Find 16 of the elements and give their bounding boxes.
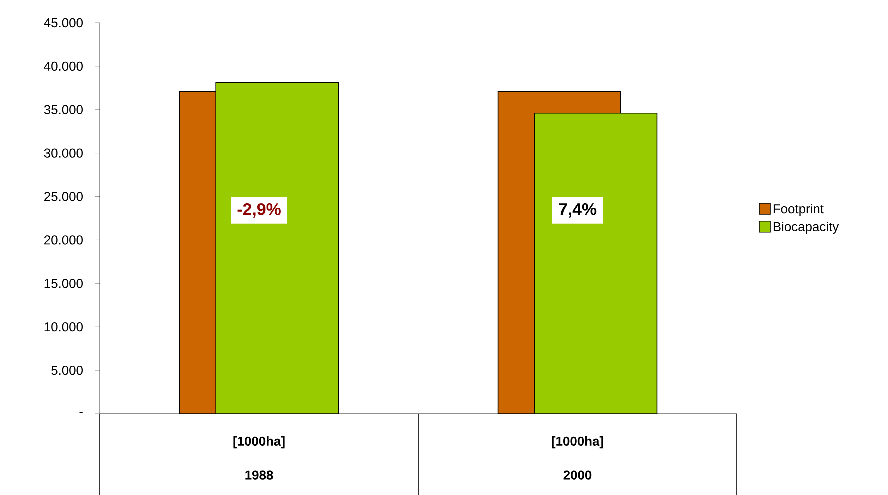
y-tick-label: 45.000 (44, 18, 83, 28)
legend-label: Footprint (774, 204, 824, 216)
y-tick-label: 5.000 (52, 366, 83, 376)
y-tick-label: 20.000 (44, 236, 83, 245)
category-label: [1000ha] 2000 (552, 436, 604, 480)
annotation: -2,9% (238, 203, 281, 218)
annotation: 7,4% (559, 203, 597, 218)
y-tick-label: 25.000 (44, 192, 83, 202)
y-tick-label: 10.000 (44, 322, 83, 332)
y-tick-label: 40.000 (44, 62, 83, 72)
y-tick-label: 15.000 (44, 279, 83, 288)
category-label: [1000ha] 1988 (234, 436, 285, 480)
y-tick-label: - (80, 412, 83, 414)
legend-label: Biocapacity (774, 222, 840, 234)
y-tick-label: 30.000 (44, 148, 83, 158)
y-tick-label: 35.000 (44, 105, 83, 114)
